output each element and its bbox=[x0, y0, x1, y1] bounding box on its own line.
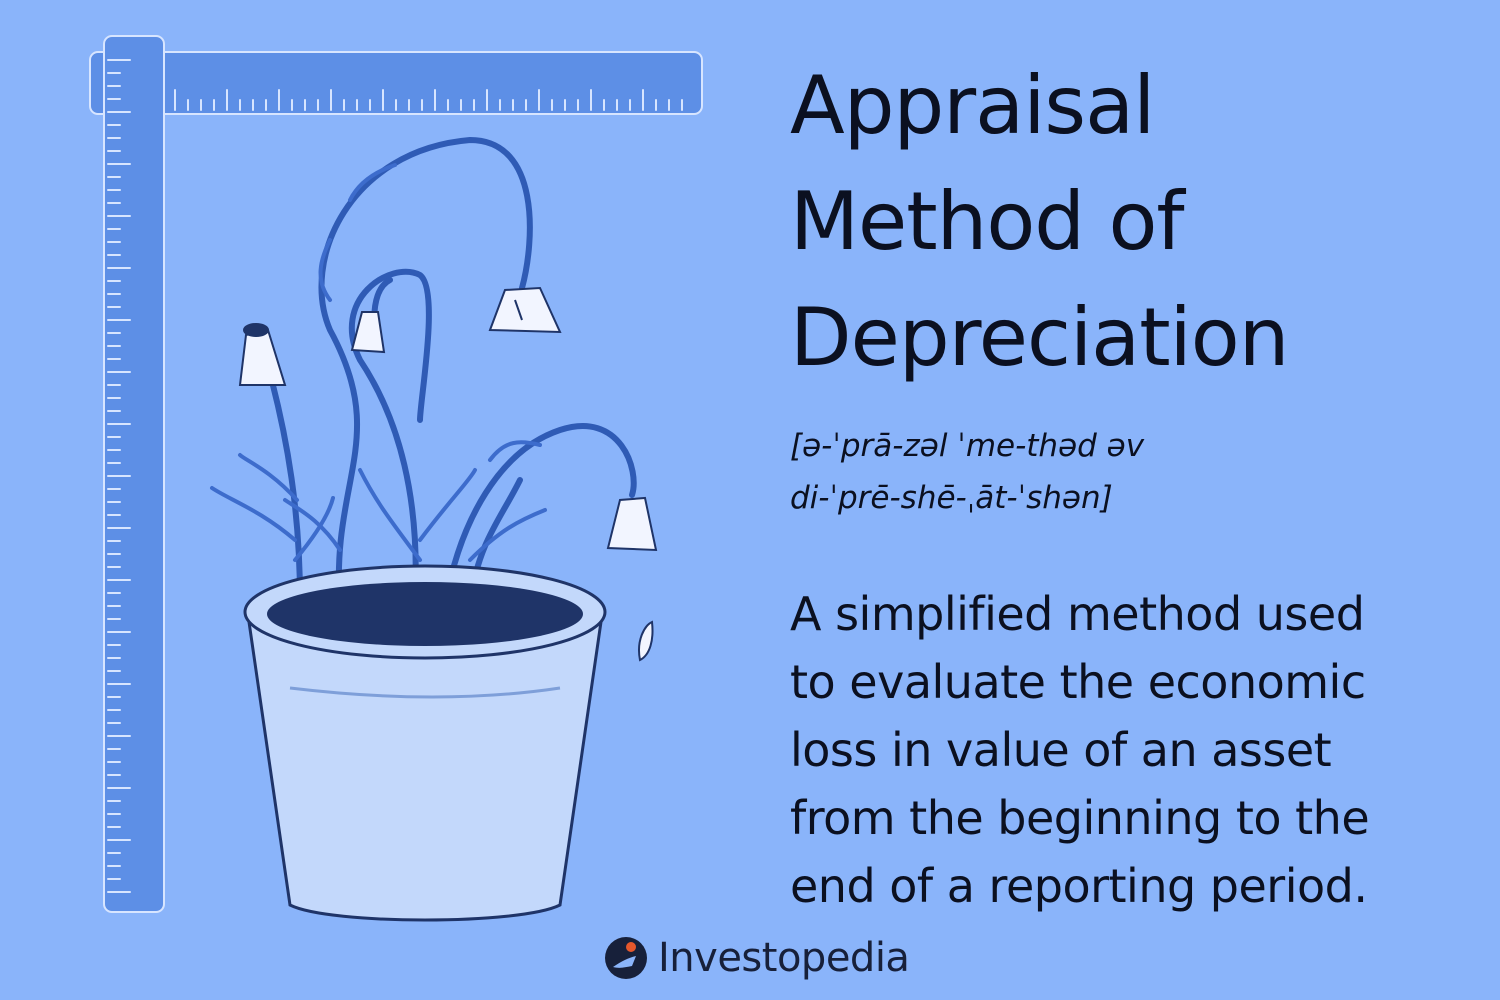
definition-line: A simplified method used bbox=[790, 587, 1365, 641]
page-title: Appraisal Method of Depreciation bbox=[790, 48, 1450, 396]
pronunciation: [ə-ˈprā-zəl ˈme-thəd əv di-ˈprē-shē-ˌāt-… bbox=[790, 420, 1470, 524]
plant-leaves bbox=[210, 163, 547, 562]
pronunciation-line: di-ˈprē-shē-ˌāt-ˈshən] bbox=[790, 480, 1113, 516]
brand-logo: Investopedia bbox=[604, 932, 910, 984]
definition-line: end of a reporting period. bbox=[790, 859, 1368, 913]
title-line: Method of bbox=[790, 175, 1185, 268]
wilting-plant-illustration bbox=[89, 35, 703, 922]
pot-soil bbox=[267, 582, 583, 646]
investopedia-logo-icon bbox=[605, 937, 647, 979]
ruler-horizontal bbox=[89, 51, 703, 115]
flower-pot bbox=[243, 564, 607, 922]
brand-name: Investopedia bbox=[658, 935, 910, 981]
title-line: Appraisal bbox=[790, 59, 1155, 152]
title-line: Depreciation bbox=[790, 291, 1289, 384]
definition-line: loss in value of an asset bbox=[790, 723, 1332, 777]
pronunciation-line: [ə-ˈprā-zəl ˈme-thəd əv bbox=[790, 428, 1145, 464]
ruler-vertical bbox=[103, 35, 165, 913]
falling-petal bbox=[638, 620, 654, 662]
definition: A simplified method used to evaluate the… bbox=[790, 580, 1480, 920]
flower-right bbox=[606, 496, 658, 552]
flower-middle bbox=[350, 311, 386, 354]
definition-line: from the beginning to the bbox=[790, 791, 1370, 845]
plant-stems bbox=[259, 136, 637, 608]
flowers bbox=[238, 286, 658, 662]
flower-left bbox=[238, 323, 287, 386]
ruler bbox=[89, 35, 703, 913]
definition-line: to evaluate the economic bbox=[790, 655, 1366, 709]
flower-top-right bbox=[488, 286, 562, 334]
